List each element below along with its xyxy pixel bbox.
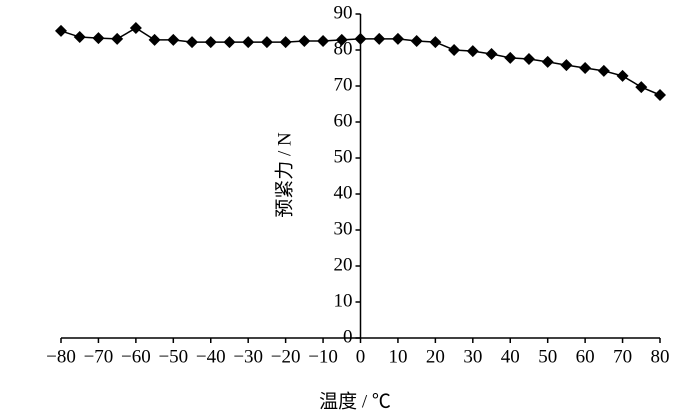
x-tick-label: 70 [613, 346, 632, 367]
marker [298, 35, 311, 47]
marker [448, 44, 461, 56]
y-tick-label: 30 [334, 218, 353, 239]
y-tick-label: 40 [334, 182, 353, 203]
y-tick-label: 50 [334, 146, 353, 167]
y-axis-label: 预紧力 / N [273, 132, 295, 218]
marker [279, 36, 292, 49]
y-tick-label: 10 [334, 290, 353, 311]
marker [167, 33, 180, 46]
x-tick-label: 60 [576, 346, 595, 367]
marker [391, 32, 404, 45]
marker [466, 45, 479, 58]
marker [597, 64, 610, 77]
x-tick-label: 20 [426, 346, 445, 367]
x-tick-label: 50 [538, 346, 557, 367]
x-axis-label: 温度 / ℃ [319, 390, 391, 412]
x-tick-label: −40 [196, 346, 226, 367]
marker [242, 36, 255, 49]
x-tick-label: −80 [46, 346, 76, 367]
x-tick-label: −10 [308, 346, 338, 367]
marker [635, 81, 648, 94]
marker [429, 36, 442, 49]
marker [55, 24, 67, 37]
marker [410, 35, 423, 47]
marker [73, 31, 86, 44]
y-tick-label: 70 [334, 74, 353, 95]
x-tick-label: 10 [388, 346, 407, 367]
x-tick-label: −60 [121, 346, 151, 367]
marker [317, 35, 330, 47]
x-tick-label: −70 [84, 346, 114, 367]
marker [204, 36, 217, 49]
marker [148, 33, 161, 46]
marker [186, 36, 199, 49]
x-tick-label: 80 [651, 346, 670, 367]
marker [354, 32, 367, 45]
y-tick-label: 20 [334, 254, 353, 275]
marker [504, 51, 517, 64]
y-tick-label: 80 [334, 38, 353, 59]
marker [373, 32, 386, 45]
y-tick-label: 90 [334, 2, 353, 23]
marker [522, 53, 535, 65]
marker [485, 47, 498, 60]
marker [260, 36, 273, 49]
marker [560, 59, 573, 72]
x-tick-label: −50 [158, 346, 188, 367]
marker [92, 32, 105, 45]
marker [616, 69, 629, 82]
y-tick-label: 0 [343, 326, 353, 347]
x-tick-label: −20 [271, 346, 301, 367]
marker [335, 33, 348, 46]
x-tick-label: 30 [463, 346, 482, 367]
marker [223, 36, 236, 49]
marker [654, 89, 666, 101]
marker [111, 32, 124, 45]
x-tick-label: 40 [501, 346, 520, 367]
x-tick-label: −30 [233, 346, 263, 367]
y-tick-label: 60 [334, 110, 353, 131]
marker [541, 55, 554, 68]
marker [579, 62, 592, 74]
marker [129, 22, 142, 35]
x-tick-label: 0 [356, 346, 366, 367]
